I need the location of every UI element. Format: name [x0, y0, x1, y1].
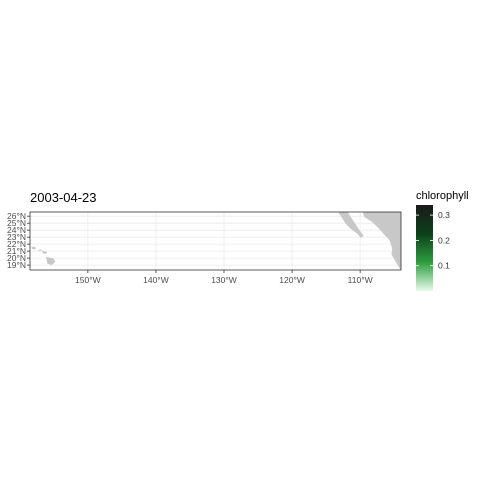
x-tick-label: 110°W	[348, 275, 373, 285]
map-title: 2003-04-23	[30, 190, 97, 205]
y-tick-label: 21°N	[7, 246, 26, 256]
y-tick-label: 22°N	[7, 239, 26, 249]
y-tick-label: 25°N	[7, 218, 26, 228]
y-tick-label: 20°N	[7, 253, 26, 263]
x-tick-label: 130°W	[211, 275, 237, 285]
y-tick-label: 24°N	[7, 225, 26, 235]
y-tick-label: 23°N	[7, 232, 26, 242]
mexico-mainland-shape	[362, 212, 401, 270]
map-panel	[30, 212, 401, 270]
x-tick-label: 120°W	[279, 275, 305, 285]
molokai-shape	[38, 249, 42, 251]
x-tick-label: 150°W	[75, 275, 101, 285]
colorbar-tick-label: 0.3	[438, 210, 450, 220]
gridlines	[30, 212, 401, 270]
map-panel-border	[29, 211, 402, 271]
y-axis: 26°N25°N24°N23°N22°N21°N20°N19°N	[7, 211, 30, 270]
maui-shape	[42, 251, 47, 254]
x-tick-label: 140°W	[143, 275, 169, 285]
legend-title: chlorophyll	[416, 190, 469, 202]
land-layer	[31, 212, 401, 270]
baja-california-shape	[338, 212, 364, 238]
hawaii-big-island-shape	[46, 256, 56, 266]
x-axis: 150°W 140°W 130°W 120°W 110°W	[75, 270, 373, 285]
oahu-shape	[31, 246, 36, 250]
chlorophyll-legend: 0.3 0.2 0.1	[416, 205, 450, 291]
colorbar-tick-label: 0.1	[438, 261, 450, 271]
colorbar-tick-label: 0.2	[438, 235, 450, 245]
colorbar	[416, 205, 433, 291]
y-tick-label: 26°N	[7, 211, 26, 221]
y-tick-label: 19°N	[7, 260, 26, 270]
